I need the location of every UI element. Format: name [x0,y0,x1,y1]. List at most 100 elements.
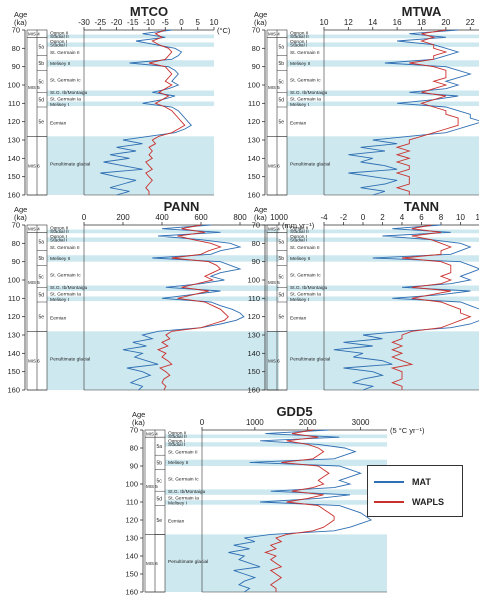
age-tick-label: 110 [248,99,260,108]
event-label: Melisey II [50,256,70,262]
event-label: Stadial I [168,442,185,448]
x-tick-label: 10 [320,18,329,27]
event-label: Ognon II [168,431,186,437]
age-tick-label: 70 [130,426,138,435]
event-label: Melisey I [290,297,309,303]
event-label: Ognon II [290,31,308,37]
event-label: Melisey I [50,297,69,303]
event-label: St. Germain II [168,449,198,455]
x-tick-label: 12 [476,213,479,222]
series-line-mat [122,224,245,391]
event-label: St. Germain Ic [168,476,199,482]
mis-label: MIS 5 [268,280,280,285]
cold-band [165,434,387,439]
age-tick-label: 130 [247,331,260,340]
age-unit-label: (ka) [14,213,27,222]
cold-band [47,42,214,47]
age-tick-label: 90 [252,62,260,71]
x-tick-label: 0 [82,213,87,222]
age-tick-label: 140 [125,552,138,561]
age-unit-label: (ka) [14,18,27,27]
panel-mtco: MTCO(°C)Age(ka)7080901001101201301401501… [7,4,230,200]
mis-label: MIS 6 [28,359,40,364]
substage-label: 5b [39,256,45,262]
age-tick-label: 150 [125,570,138,579]
series-line-wapls [145,29,186,195]
x-tick-label: 6 [419,213,424,222]
x-tick-label: -15 [127,18,139,27]
event-label: St.G. Ib/Montaigu [50,285,88,291]
mis-label: MIS 4 [268,32,280,37]
age-tick-label: 80 [252,44,260,53]
cold-band [287,101,479,107]
substage-label: 5c [279,274,285,280]
chart-title: MTWA [402,4,442,19]
series-line-wapls [395,29,459,195]
substage-label: 5a [39,45,45,51]
substage-label: 5c [39,79,45,85]
age-tick-label: 120 [125,516,138,525]
x-tick-label: -30 [78,18,90,27]
age-tick-label: 160 [125,588,138,597]
x-tick-label: 10 [456,213,465,222]
age-label: Age [254,10,267,19]
mis-label: MIS 5 [28,280,40,285]
x-tick-label: 3000 [352,418,370,427]
event-label: Stadial II [50,34,69,40]
x-tick-label: 200 [116,213,130,222]
chart-title: PANN [164,199,200,214]
cold-band [47,229,279,234]
age-tick-label: 130 [7,136,20,145]
substage-label: 5a [279,240,285,246]
event-label: St. Germain Ia [290,97,321,103]
age-tick-label: 110 [8,294,20,303]
unit-label: (°C) [217,26,231,35]
age-tick-label: 140 [247,349,260,358]
age-tick-label: 80 [12,239,20,248]
event-label: Penultimate glacial [290,162,330,168]
age-tick-label: 140 [247,154,260,163]
series-line-wapls [264,429,335,592]
event-label: Stadial II [168,434,187,440]
x-tick-label: 20 [441,18,450,27]
x-tick-label: -25 [94,18,106,27]
event-label: St. Germain Ia [50,292,81,298]
age-label: Age [254,205,267,214]
substage-label: 5a [39,240,45,246]
substage-label: 5c [279,79,285,85]
event-label: Stadial I [50,42,67,48]
age-tick-label: 150 [7,172,20,181]
event-label: Ognon II [50,31,68,37]
event-label: Stadial II [290,229,309,235]
series-line-mat [100,29,193,196]
panel-tann: TANN(°C)Age(ka)7080901001101201301401501… [247,199,479,395]
event-label: St. Germain Ic [50,77,81,83]
substage-label: 5e [39,315,45,321]
age-label: Age [14,10,27,19]
age-tick-label: 160 [7,386,20,395]
x-tick-label: 800 [233,213,247,222]
age-unit-label: (ka) [254,18,267,27]
substage-label: 5b [157,460,163,466]
event-label: Ognon II [290,226,308,232]
age-tick-label: 130 [247,136,260,145]
series-line-wapls [156,224,229,391]
event-label: Melisey II [290,61,310,67]
x-tick-label: 18 [417,18,426,27]
x-tick-label: 600 [194,213,208,222]
age-tick-label: 100 [7,81,20,90]
event-label: Stadial I [290,237,307,243]
legend-label-wapls: WAPLS [412,497,445,507]
mis-label: MIS 4 [28,227,40,232]
event-label: Melisey I [290,102,309,108]
age-tick-label: 120 [7,117,20,126]
x-tick-label: 8 [439,213,444,222]
chart-title: TANN [404,199,439,214]
panel-mtwa: MTWA(°C)Age(ka)7080901001101201301401501… [247,4,479,200]
event-label: St. Germain Ic [290,272,321,278]
age-tick-label: 120 [247,117,260,126]
event-label: St. Germain Ic [50,272,81,278]
x-tick-label: 22 [466,18,475,27]
x-tick-label: 16 [393,18,402,27]
